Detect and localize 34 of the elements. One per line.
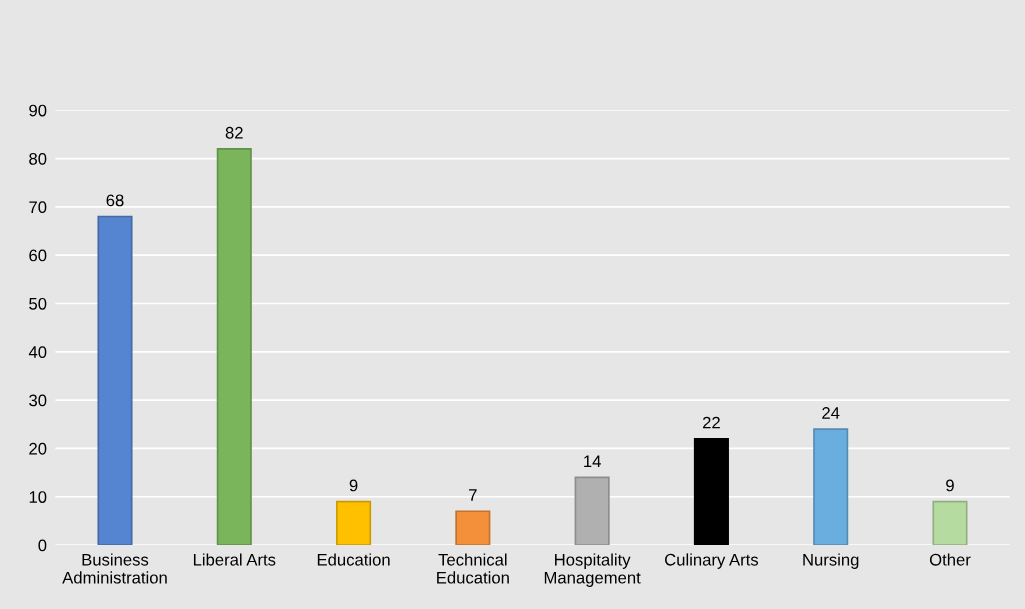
x-tick-label: Culinary Arts — [665, 553, 759, 569]
x-tick-label: Nursing — [803, 553, 859, 569]
x-tick-label: Liberal Arts — [193, 553, 276, 566]
y-tick-label: 90 — [29, 104, 47, 117]
bar — [932, 500, 968, 546]
bar — [216, 148, 252, 546]
x-tick-label: Technical Education — [437, 553, 509, 584]
x-tick-label: Other — [929, 553, 971, 566]
bar — [813, 428, 849, 546]
data-label: 24 — [822, 407, 840, 419]
data-label: 14 — [584, 455, 601, 468]
x-tick-label: Education — [317, 553, 390, 566]
data-label: 22 — [702, 416, 720, 429]
y-tick-label: 40 — [28, 346, 47, 358]
bar — [455, 510, 491, 546]
y-tick-label: 0 — [38, 539, 47, 552]
bar — [693, 437, 729, 546]
data-label: 9 — [349, 479, 358, 492]
x-tick-label: Hospitality Management — [544, 553, 641, 587]
bar — [336, 500, 372, 546]
y-tick-label: 70 — [29, 201, 47, 214]
y-tick-label: 60 — [29, 249, 47, 262]
x-tick-label: Business Administration — [62, 553, 167, 584]
data-label: 82 — [225, 126, 243, 139]
data-label: 68 — [106, 194, 124, 207]
y-tick-label: 30 — [29, 394, 47, 407]
bar — [574, 476, 610, 546]
y-tick-label: 20 — [29, 442, 47, 455]
bar — [97, 215, 133, 546]
y-tick-label: 50 — [29, 297, 47, 310]
data-label: 7 — [469, 489, 477, 501]
data-label: 9 — [946, 479, 954, 492]
y-tick-label: 10 — [29, 491, 47, 503]
y-tick-label: 80 — [29, 152, 47, 165]
